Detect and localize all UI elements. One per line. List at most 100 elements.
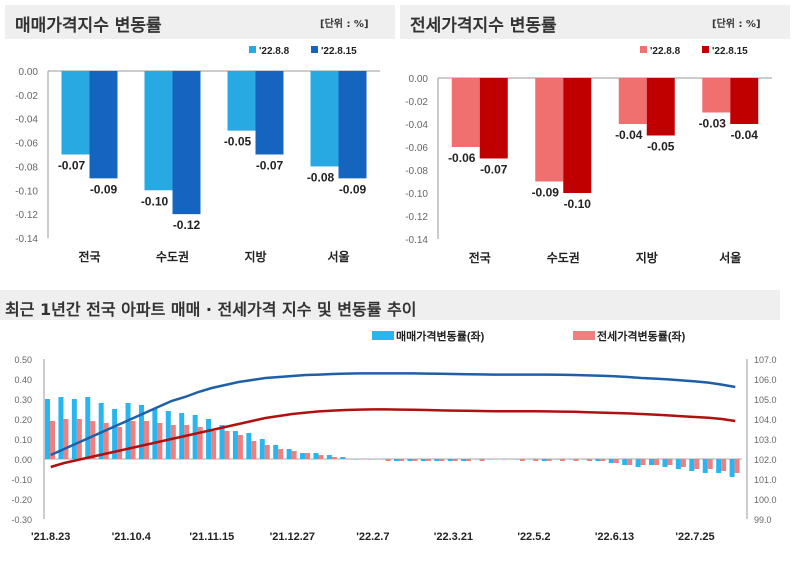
c1-y-tick: -0.06 — [405, 143, 428, 154]
trend-y2-tick: 104.0 — [754, 415, 777, 425]
c0-y-tick: -0.06 — [15, 139, 38, 150]
trend-bar — [224, 431, 230, 459]
trend-legend-swatch — [573, 331, 595, 340]
trend-bar — [45, 399, 50, 459]
trend-bar — [278, 449, 284, 459]
c0-y-tick: -0.04 — [15, 115, 38, 126]
c0-data-label: -0.05 — [224, 135, 252, 149]
trend-bar — [622, 459, 628, 465]
c1-y-tick: -0.12 — [405, 212, 428, 223]
trend-bar — [689, 459, 695, 471]
trend-bar — [461, 459, 467, 461]
c1-legend-swatch — [640, 46, 647, 53]
trend-bar — [613, 459, 619, 463]
c0-data-label: -0.12 — [173, 218, 201, 232]
c0-data-label: -0.09 — [90, 182, 118, 196]
trend-bar — [232, 431, 238, 459]
c0-legend-swatch — [311, 46, 318, 53]
c0-bar — [89, 71, 118, 179]
trend-bar — [479, 459, 485, 461]
c1-data-label: -0.04 — [615, 128, 643, 142]
trend-bar — [76, 419, 82, 459]
c0-bar — [172, 71, 201, 215]
trend-bar — [595, 459, 601, 461]
c0-y-tick: -0.12 — [15, 210, 38, 221]
c0-legend-label: '22.8.15 — [321, 46, 357, 57]
c1-y-tick: -0.08 — [405, 166, 428, 177]
trend-bar — [425, 459, 431, 461]
trend-bar — [581, 459, 587, 460]
trend-bar — [90, 421, 96, 459]
trend-bar — [211, 431, 217, 459]
c0-category-label: 지방 — [244, 249, 266, 264]
trend-bar — [353, 459, 359, 460]
trend-bar — [143, 421, 149, 459]
trend-y2-tick: 101.0 — [754, 475, 777, 485]
trend-bar — [63, 419, 69, 459]
c1-bar — [563, 78, 592, 193]
trend-y-tick: 0.20 — [14, 415, 32, 425]
trend-bar — [206, 419, 212, 459]
c1-legend-label: '22.8.8 — [650, 46, 681, 57]
trend-bar — [707, 459, 713, 469]
c1-bar — [535, 78, 564, 182]
trend-bar — [367, 459, 373, 460]
trend-y-tick: -0.10 — [11, 475, 32, 485]
sale-chart-unit: [단위 : %] — [320, 19, 369, 30]
trend-y2-tick: 99.0 — [754, 515, 772, 525]
trend-bar — [627, 459, 633, 465]
trend-bar — [439, 459, 445, 461]
trend-bar — [165, 411, 171, 459]
c0-data-label: -0.07 — [256, 159, 284, 173]
c0-bar — [61, 71, 90, 155]
trend-y-tick: 0.50 — [14, 355, 32, 365]
c0-data-label: -0.08 — [307, 170, 335, 184]
trend-bar — [474, 459, 480, 460]
c1-legend-swatch — [702, 46, 709, 53]
trend-y-tick: 0.00 — [14, 455, 32, 465]
trend-bar — [560, 459, 566, 461]
trend-bar — [528, 459, 534, 460]
trend-bar — [394, 459, 399, 461]
trend-bar — [716, 459, 722, 473]
c0-legend-label: '22.8.8 — [259, 46, 290, 57]
trend-bar — [273, 445, 279, 459]
trend-bar — [380, 459, 386, 460]
trend-bar — [326, 455, 332, 459]
c1-bar — [451, 78, 480, 147]
c0-y-tick: -0.02 — [15, 91, 38, 102]
trend-bar — [264, 445, 270, 459]
jeonse-chart-title: 전세가격지수 변동률 — [400, 5, 790, 39]
c1-bar — [702, 78, 731, 113]
c1-data-label: -0.03 — [699, 117, 727, 131]
trend-x-tick: '22.7.25 — [675, 531, 714, 543]
c1-data-label: -0.09 — [532, 186, 560, 200]
trend-bar — [318, 455, 324, 459]
c0-bar — [255, 71, 284, 155]
c0-bar — [338, 71, 367, 179]
c1-category-label: 지방 — [636, 250, 658, 265]
trend-bar — [649, 459, 655, 465]
c0-data-label: -0.09 — [339, 182, 367, 196]
trend-bar — [702, 459, 708, 473]
trend-bar — [667, 459, 673, 465]
c1-category-label: 수도권 — [547, 251, 580, 265]
c1-y-tick: -0.10 — [405, 189, 428, 200]
trend-bar — [487, 459, 493, 460]
trend-bar — [399, 459, 404, 461]
trend-bar — [152, 409, 158, 459]
trend-bar — [694, 459, 700, 469]
trend-bar — [555, 459, 561, 460]
trend-y-tick: -0.20 — [11, 495, 32, 505]
trend-bar — [420, 459, 426, 461]
c0-legend-swatch — [249, 46, 256, 53]
trend-bar — [466, 459, 472, 461]
trend-bar — [58, 397, 64, 459]
trend-bar — [434, 459, 440, 461]
trend-bar — [654, 459, 660, 465]
trend-bar — [237, 435, 243, 459]
c1-bar — [618, 78, 647, 124]
c1-bar — [479, 78, 508, 159]
trend-bar — [568, 459, 574, 460]
